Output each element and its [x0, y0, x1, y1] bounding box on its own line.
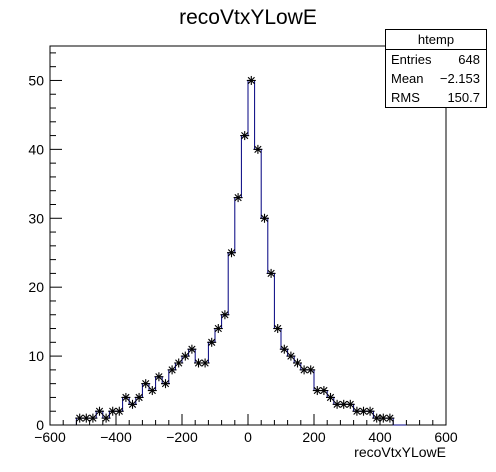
- data-point: [121, 392, 131, 402]
- x-tick-label: 0: [244, 429, 252, 445]
- data-point: [200, 358, 210, 368]
- stats-title: htemp: [386, 30, 486, 50]
- x-axis-label: recoVtxYLowE: [354, 444, 446, 460]
- stats-rms-label: RMS: [391, 90, 420, 105]
- data-point: [161, 379, 170, 389]
- data-point: [260, 213, 269, 223]
- stats-box: htemp Entries 648 Mean −2.153 RMS 150.7: [385, 29, 487, 108]
- data-point: [359, 406, 368, 416]
- data-point: [385, 413, 395, 423]
- data-point: [114, 406, 124, 416]
- data-point: [233, 193, 243, 203]
- stats-rms-row: RMS 150.7: [386, 88, 486, 107]
- x-tick-label: 400: [368, 429, 392, 445]
- data-point: [75, 413, 85, 423]
- stats-entries-row: Entries 648: [386, 50, 486, 69]
- data-point: [180, 351, 190, 361]
- data-point: [134, 392, 144, 402]
- x-tick-label: 600: [434, 429, 458, 445]
- data-point: [227, 248, 236, 258]
- data-point: [213, 324, 223, 334]
- chart-title: recoVtxYLowE: [179, 6, 317, 29]
- x-tick-label: −200: [166, 429, 198, 445]
- axis-layer: −600 −400 −200 0 200 400 600 0 10 20 30 40 50: [28, 52, 458, 445]
- data-point: [326, 392, 335, 402]
- data-point: [88, 413, 98, 423]
- stats-mean-row: Mean −2.153: [386, 69, 486, 88]
- data-point: [365, 406, 375, 416]
- data-point: [174, 358, 184, 368]
- data-point: [246, 75, 256, 85]
- x-tick-label: −400: [100, 429, 132, 445]
- data-point: [128, 399, 137, 409]
- data-point: [306, 365, 316, 375]
- data-point: [207, 337, 217, 347]
- data-point: [293, 358, 302, 368]
- data-point: [167, 365, 177, 375]
- y-tick-label: 40: [28, 141, 44, 157]
- x-tick-label: 200: [302, 429, 326, 445]
- data-point: [220, 310, 230, 320]
- stats-rms-value: 150.7: [447, 90, 480, 105]
- data-point: [345, 399, 355, 409]
- data-point: [187, 344, 197, 354]
- data-point: [240, 131, 250, 141]
- stats-entries-value: 648: [458, 52, 480, 67]
- data-point: [141, 379, 151, 389]
- data-point: [154, 372, 164, 382]
- y-tick-label: 20: [28, 279, 44, 295]
- y-tick-label: 30: [28, 210, 44, 226]
- data-point: [253, 144, 263, 154]
- data-point: [319, 386, 329, 396]
- y-tick-label: 50: [28, 72, 44, 88]
- histogram-layer: [75, 79, 407, 426]
- data-point: [339, 399, 349, 409]
- data-point: [273, 324, 283, 334]
- marker-layer: [75, 75, 395, 423]
- stats-mean-value: −2.153: [439, 71, 480, 86]
- histogram-outline: [75, 79, 407, 426]
- data-point: [266, 268, 276, 278]
- y-tick-label: 10: [28, 348, 44, 364]
- data-point: [147, 386, 157, 396]
- data-point: [372, 413, 382, 423]
- stats-entries-label: Entries: [391, 52, 432, 67]
- data-point: [286, 351, 296, 361]
- stats-mean-label: Mean: [391, 71, 424, 86]
- y-tick-label: 0: [36, 417, 44, 433]
- data-point: [101, 413, 111, 423]
- data-point: [95, 406, 104, 416]
- x-tick-label: −600: [34, 429, 66, 445]
- data-point: [279, 344, 289, 354]
